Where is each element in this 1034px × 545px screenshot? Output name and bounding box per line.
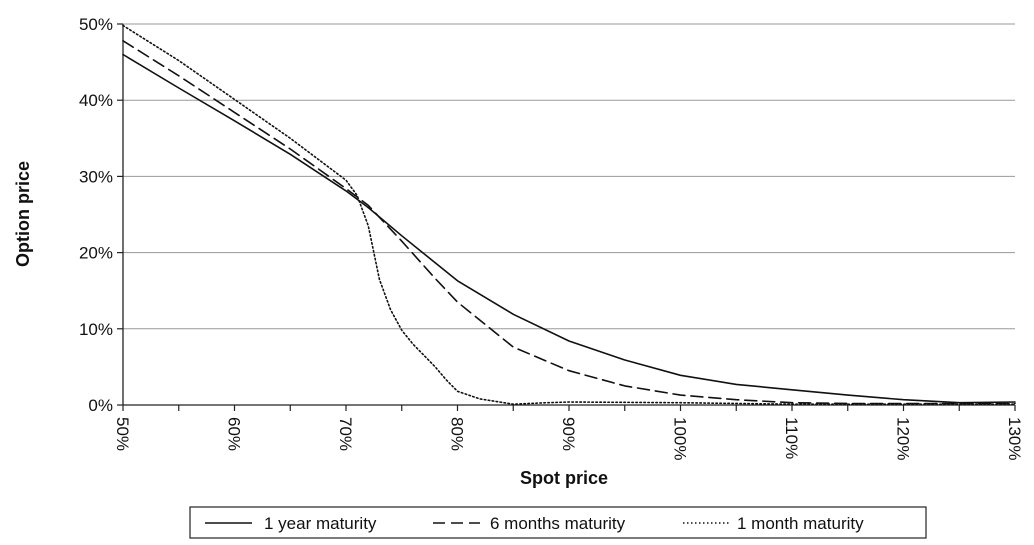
x-tick-label: 60%	[225, 417, 244, 451]
x-tick-label: 130%	[1005, 417, 1024, 460]
x-axis-ticks: 50% 60% 70% 80% 90% 100% 110% 120% 130%	[113, 405, 1024, 460]
legend-label-6-months: 6 months maturity	[490, 514, 626, 533]
y-tick-label: 30%	[79, 167, 113, 186]
series-line-6-months-maturity	[122, 39, 1016, 405]
y-tick-label: 40%	[79, 91, 113, 110]
x-tick-label: 100%	[671, 417, 690, 460]
legend-box	[189, 506, 927, 539]
y-axis-title: Option price	[13, 161, 33, 267]
legend: 1 year maturity 6 months maturity 1 mont…	[189, 506, 927, 539]
y-tick-label: 50%	[79, 15, 113, 34]
x-axis-title: Spot price	[520, 468, 608, 488]
gridlines	[123, 23, 1015, 330]
x-tick-label: 90%	[559, 417, 578, 451]
series-line-1-month-maturity	[122, 24, 1016, 406]
x-tick-label: 70%	[336, 417, 355, 451]
series-lines	[122, 24, 1016, 406]
y-tick-label: 0%	[88, 396, 113, 415]
legend-label-1-year: 1 year maturity	[264, 514, 377, 533]
x-tick-label: 120%	[894, 417, 913, 460]
y-tick-label: 10%	[79, 320, 113, 339]
y-axis-ticks: 0% 10% 20% 30% 40% 50%	[79, 15, 123, 415]
x-tick-label: 110%	[782, 417, 801, 459]
series-line-1-year-maturity	[122, 53, 1016, 404]
x-tick-label: 80%	[448, 417, 467, 451]
legend-label-1-month: 1 month maturity	[737, 514, 864, 533]
y-tick-label: 20%	[79, 244, 113, 263]
x-tick-label: 50%	[113, 417, 132, 451]
